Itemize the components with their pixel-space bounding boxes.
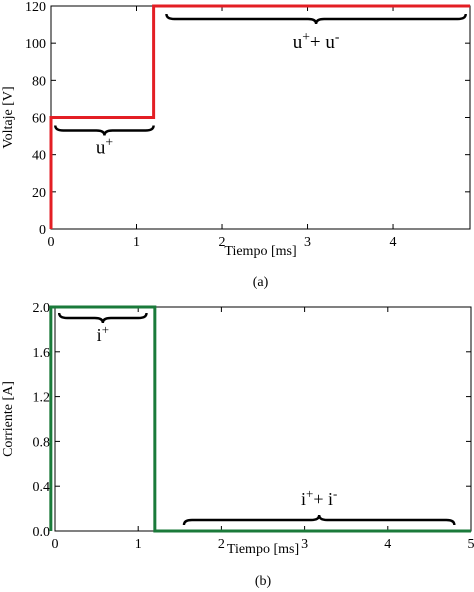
y-tick-label: 100 [25,37,46,52]
y-tick-label: 0 [39,223,46,238]
y-axis-label: Corriente [A] [1,381,16,457]
x-tick-label: 3 [301,537,308,552]
curly-brace [182,514,456,526]
y-tick-label: 1.6 [33,346,51,361]
y-tick-label: 40 [32,149,46,164]
y-tick-label: 20 [32,186,46,201]
y-tick-label: 120 [25,0,46,15]
y-tick-label: 0.4 [33,480,51,495]
y-tick-label: 1.2 [33,391,51,406]
y-axis-label: Voltaje [V] [1,86,16,148]
x-tick-label: 5 [468,537,474,552]
brace-label: u++ u- [293,29,340,53]
curly-brace [57,312,148,324]
x-tick-label: 0 [52,537,59,552]
x-tick-label: 4 [390,235,397,250]
brace-label: i++ i- [301,486,337,509]
y-tick-label: 2.0 [33,301,51,316]
series-line [49,305,471,533]
x-tick-label: 2 [218,537,225,552]
panel-caption: (a) [253,275,269,290]
plot-frame [54,306,472,532]
brace-label: u+ [96,135,114,159]
y-tick-label: 0.8 [33,435,51,450]
x-tick-label: 0 [48,235,55,250]
curly-brace [54,125,155,136]
x-axis-label: Tiempo [ms] [227,542,299,557]
y-tick-label: 80 [32,74,46,89]
x-tick-label: 4 [384,537,391,552]
y-tick-label: 0.0 [33,525,51,540]
x-tick-label: 2 [219,235,226,250]
curly-brace [165,13,467,25]
x-tick-label: 1 [135,537,142,552]
y-tick-label: 60 [32,112,46,127]
x-axis-label: Tiempo [ms] [224,244,296,259]
brace-label: i+ [97,322,109,345]
panel-caption: (b) [255,574,272,589]
series-line [49,4,470,229]
chart-panel-b: 0 1 2 3 4 5 0.0 0.4 0.8 1.2 1.6 2.0 Tiempo [ms] Corri… [1,301,474,589]
x-tick-label: 1 [133,235,140,250]
x-tick-label: 3 [304,235,311,250]
